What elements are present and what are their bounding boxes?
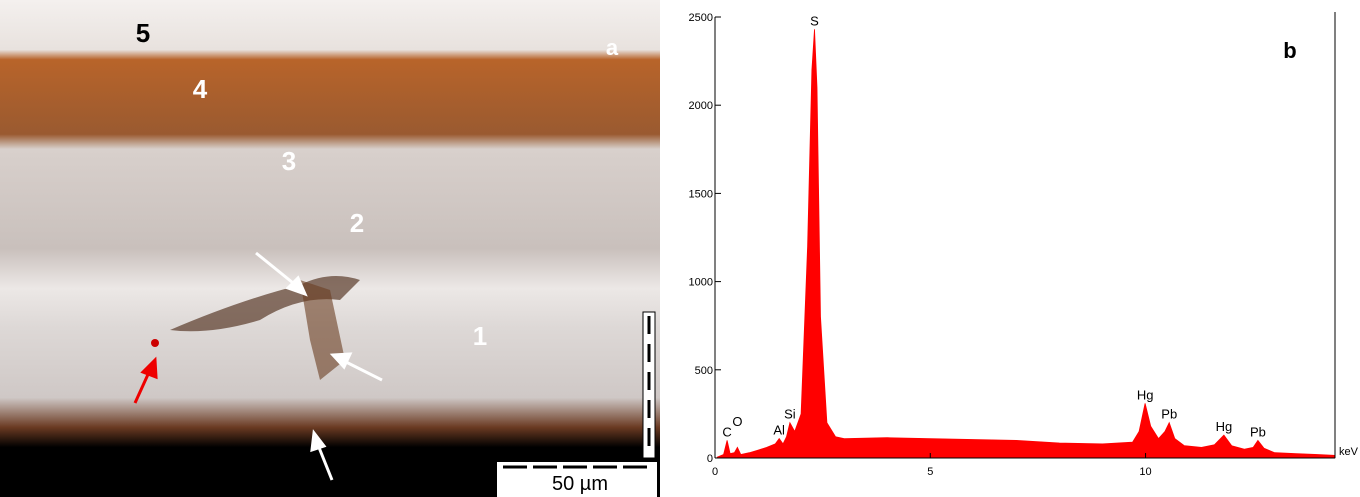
micrograph <box>0 0 660 497</box>
peak-label: Al <box>773 423 785 438</box>
x-tick-label: 10 <box>1139 466 1151 478</box>
peak-label: C <box>722 424 731 439</box>
y-tick-label: 2000 <box>689 100 713 112</box>
peak-label: S <box>810 13 819 28</box>
y-tick-label: 1500 <box>689 188 713 200</box>
y-tick-label: 1000 <box>689 277 713 289</box>
peak-label: O <box>732 414 742 429</box>
panel-label: b <box>1283 38 1296 63</box>
layer-label: 2 <box>350 208 364 238</box>
y-tick-label: 500 <box>695 365 713 377</box>
layer-label: 3 <box>282 146 296 176</box>
x-tick-label: 5 <box>927 466 933 478</box>
layer-label: 4 <box>193 74 208 104</box>
peak-label: Si <box>784 407 796 422</box>
red-arrow <box>133 356 158 404</box>
red-particle <box>151 339 159 347</box>
layer-label: 1 <box>473 321 487 351</box>
spectrum-area <box>716 29 1336 459</box>
x-unit: keV <box>1339 446 1359 458</box>
peak-label: Pb <box>1250 424 1266 439</box>
y-tick-label: 0 <box>707 453 713 465</box>
panel-label: a <box>606 35 619 60</box>
peak-label: Pb <box>1161 407 1177 422</box>
y-tick-label: 2500 <box>689 12 713 24</box>
scale-label: 50 µm <box>552 473 608 495</box>
peak-label: Hg <box>1216 419 1233 434</box>
layer-label: 5 <box>136 18 150 48</box>
peak-label: Hg <box>1137 387 1154 402</box>
photo-panel: 50 µm a 1 2 3 4 5 <box>0 0 660 497</box>
x-tick-label: 0 <box>712 466 718 478</box>
arrows <box>255 251 383 481</box>
